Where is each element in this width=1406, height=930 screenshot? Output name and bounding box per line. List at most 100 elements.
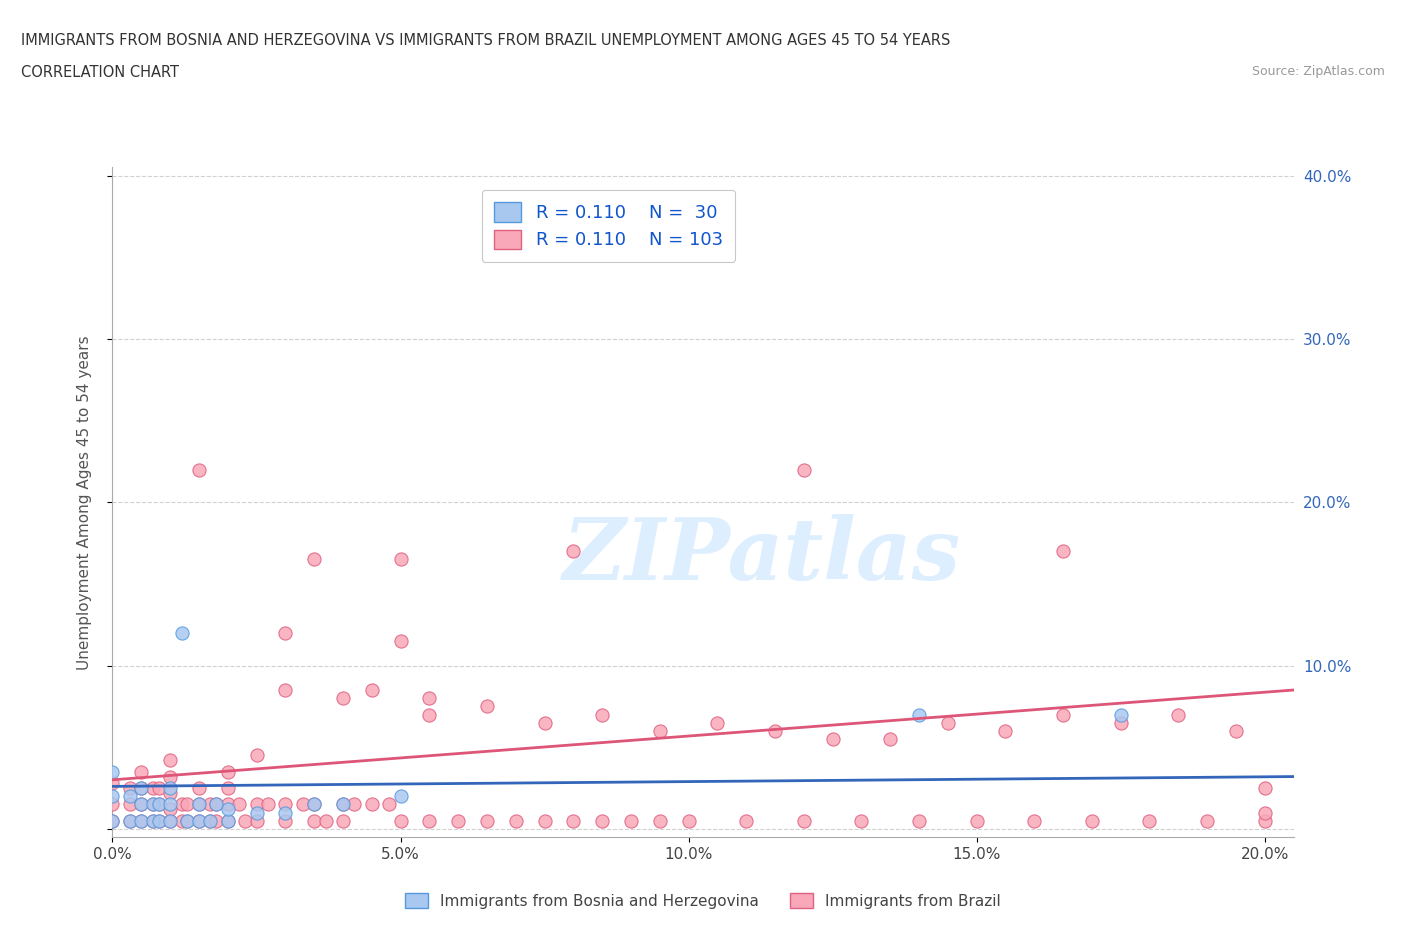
Point: [389, 789, 412, 804]
Point: [793, 813, 815, 828]
Point: [332, 797, 354, 812]
Y-axis label: Unemployment Among Ages 45 to 54 years: Unemployment Among Ages 45 to 54 years: [77, 335, 91, 670]
Point: [302, 813, 325, 828]
Point: [200, 813, 222, 828]
Point: [332, 813, 354, 828]
Point: [200, 813, 222, 828]
Point: [148, 780, 170, 795]
Point: [217, 780, 239, 795]
Point: [118, 797, 141, 812]
Point: [187, 813, 209, 828]
Point: [1254, 813, 1277, 828]
Point: [187, 780, 209, 795]
Point: [274, 813, 297, 828]
Point: [274, 805, 297, 820]
Point: [274, 797, 297, 812]
Point: [343, 797, 366, 812]
Point: [1109, 715, 1132, 730]
Point: [187, 462, 209, 477]
Point: [170, 625, 193, 640]
Point: [389, 813, 412, 828]
Point: [142, 797, 165, 812]
Point: [1052, 544, 1074, 559]
Point: [648, 813, 671, 828]
Point: [148, 797, 170, 812]
Point: [159, 769, 181, 784]
Point: [245, 813, 267, 828]
Point: [678, 813, 700, 828]
Point: [389, 551, 412, 566]
Point: [159, 786, 181, 801]
Point: [159, 802, 181, 817]
Point: [447, 813, 470, 828]
Point: [148, 813, 170, 828]
Point: [118, 789, 141, 804]
Point: [418, 707, 440, 722]
Point: [217, 813, 239, 828]
Point: [620, 813, 643, 828]
Point: [505, 813, 527, 828]
Point: [1167, 707, 1189, 722]
Point: [245, 805, 267, 820]
Point: [129, 813, 152, 828]
Point: [101, 789, 124, 804]
Point: [129, 764, 152, 779]
Point: [129, 813, 152, 828]
Point: [118, 813, 141, 828]
Point: [793, 462, 815, 477]
Point: [533, 715, 555, 730]
Text: ZIPatlas: ZIPatlas: [562, 514, 962, 597]
Point: [706, 715, 728, 730]
Point: [562, 813, 585, 828]
Point: [418, 691, 440, 706]
Legend: Immigrants from Bosnia and Herzegovina, Immigrants from Brazil: Immigrants from Bosnia and Herzegovina, …: [398, 885, 1008, 916]
Point: [908, 707, 931, 722]
Point: [1197, 813, 1219, 828]
Point: [763, 724, 786, 738]
Point: [205, 797, 228, 812]
Point: [176, 797, 198, 812]
Point: [851, 813, 873, 828]
Point: [101, 813, 124, 828]
Point: [475, 699, 498, 714]
Point: [591, 813, 613, 828]
Point: [142, 813, 165, 828]
Point: [142, 780, 165, 795]
Point: [101, 813, 124, 828]
Point: [187, 797, 209, 812]
Point: [1024, 813, 1046, 828]
Point: [228, 797, 250, 812]
Point: [291, 797, 314, 812]
Point: [118, 813, 141, 828]
Point: [176, 813, 198, 828]
Point: [159, 752, 181, 767]
Point: [245, 797, 267, 812]
Point: [994, 724, 1017, 738]
Point: [101, 764, 124, 779]
Point: [302, 797, 325, 812]
Point: [332, 691, 354, 706]
Text: IMMIGRANTS FROM BOSNIA AND HERZEGOVINA VS IMMIGRANTS FROM BRAZIL UNEMPLOYMENT AM: IMMIGRANTS FROM BOSNIA AND HERZEGOVINA V…: [21, 33, 950, 47]
Point: [170, 813, 193, 828]
Point: [389, 633, 412, 648]
Point: [475, 813, 498, 828]
Point: [274, 683, 297, 698]
Point: [315, 813, 337, 828]
Point: [418, 813, 440, 828]
Point: [170, 797, 193, 812]
Point: [217, 764, 239, 779]
Point: [257, 797, 280, 812]
Point: [533, 813, 555, 828]
Point: [1254, 805, 1277, 820]
Point: [591, 707, 613, 722]
Point: [735, 813, 758, 828]
Point: [879, 732, 901, 747]
Point: [360, 683, 382, 698]
Point: [159, 813, 181, 828]
Point: [118, 780, 141, 795]
Point: [1052, 707, 1074, 722]
Point: [129, 797, 152, 812]
Point: [205, 813, 228, 828]
Text: CORRELATION CHART: CORRELATION CHART: [21, 65, 179, 80]
Point: [142, 813, 165, 828]
